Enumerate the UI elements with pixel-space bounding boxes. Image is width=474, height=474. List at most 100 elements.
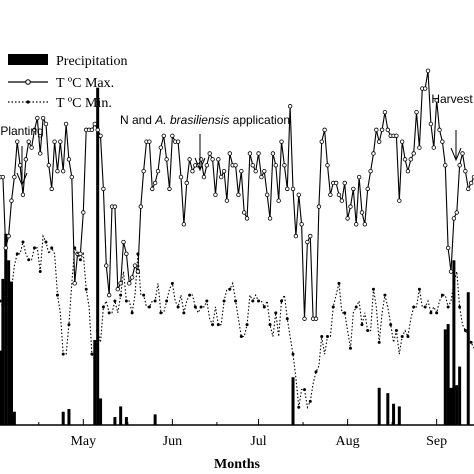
tmin-point bbox=[354, 305, 358, 309]
tmax-point bbox=[270, 151, 276, 156]
tmin-point bbox=[435, 311, 439, 315]
tmax-point bbox=[161, 133, 166, 138]
tmin-point bbox=[27, 258, 31, 262]
tmin-point bbox=[285, 317, 289, 321]
tmax-point bbox=[0, 174, 6, 180]
tmin-point bbox=[50, 246, 54, 250]
tmax-point bbox=[379, 127, 385, 133]
tmax-point bbox=[236, 192, 241, 197]
tmax-point bbox=[287, 104, 293, 109]
tmax-point bbox=[445, 245, 451, 251]
tmax-point bbox=[466, 186, 471, 192]
tmax-point bbox=[3, 245, 8, 251]
precipitation-bar bbox=[96, 87, 100, 425]
tmax-point bbox=[233, 163, 238, 168]
precipitation-bar bbox=[386, 393, 390, 425]
tmax-point bbox=[170, 133, 175, 138]
tmax-point bbox=[221, 168, 227, 174]
tmax-point bbox=[12, 174, 17, 180]
tmax-point bbox=[164, 157, 169, 162]
tmax-point bbox=[175, 139, 181, 144]
tmax-point bbox=[106, 292, 112, 298]
tmin-series bbox=[0, 234, 474, 410]
tmin-point bbox=[228, 287, 232, 291]
precipitation-bar bbox=[153, 414, 157, 425]
tmin-point bbox=[297, 405, 301, 409]
tmin-point bbox=[216, 323, 220, 327]
tmax-point bbox=[365, 186, 370, 192]
tmax-point bbox=[457, 163, 462, 168]
tmax-point bbox=[356, 174, 362, 180]
tmin-point bbox=[73, 246, 77, 250]
tmax-point bbox=[20, 192, 26, 197]
tmin-point bbox=[262, 305, 266, 309]
tmin-point bbox=[67, 323, 71, 327]
tmax-point bbox=[210, 157, 215, 162]
tmin-point bbox=[38, 270, 42, 274]
tmin-point bbox=[394, 329, 398, 333]
precipitation-bar bbox=[93, 340, 97, 425]
tmax-point bbox=[204, 163, 210, 168]
precipitation-bar bbox=[124, 417, 128, 425]
tmin-point bbox=[463, 329, 467, 333]
tmax-point bbox=[58, 139, 63, 144]
precipitation-bars bbox=[0, 87, 470, 425]
tmax-point bbox=[155, 168, 161, 174]
tmax-point bbox=[224, 198, 230, 203]
tmax-point bbox=[434, 98, 439, 103]
tmax-point bbox=[448, 269, 454, 274]
precipitation-bar bbox=[466, 292, 470, 425]
precipitation-bar bbox=[449, 387, 453, 425]
tmax-point bbox=[293, 233, 299, 239]
tmax-point bbox=[89, 127, 95, 133]
precipitation-bar bbox=[119, 406, 123, 425]
tmin-point bbox=[101, 305, 105, 309]
tmax-point bbox=[52, 139, 57, 144]
tmax-point bbox=[305, 239, 310, 245]
tmax-point bbox=[201, 174, 207, 180]
tmax-point bbox=[362, 222, 368, 227]
tmin-point bbox=[107, 311, 111, 315]
tmax-point bbox=[316, 204, 322, 209]
tmin-point bbox=[389, 323, 393, 327]
legend-label: T ºC Max. bbox=[56, 76, 114, 91]
tmax-point bbox=[104, 263, 109, 268]
tmin-point bbox=[377, 340, 381, 344]
tmin-point bbox=[130, 311, 134, 315]
tmax-point bbox=[26, 139, 31, 144]
tmin-point bbox=[124, 299, 128, 303]
tmax-point bbox=[342, 180, 347, 186]
tmax-point bbox=[333, 180, 339, 186]
tmax-point bbox=[279, 139, 284, 144]
tmin-point bbox=[205, 299, 209, 303]
tmax-point bbox=[313, 316, 319, 321]
tmax-point bbox=[328, 192, 333, 197]
tmax-point bbox=[40, 115, 46, 121]
tmin-point bbox=[119, 293, 123, 297]
tmax-point bbox=[405, 168, 411, 174]
tmin-point bbox=[78, 258, 82, 262]
tmax-point bbox=[408, 157, 413, 162]
tmax-point bbox=[66, 157, 72, 162]
x-tick-label: Aug bbox=[336, 434, 360, 449]
tmin-point bbox=[9, 287, 13, 291]
precipitation-bar bbox=[4, 233, 8, 425]
tmax-point bbox=[72, 281, 77, 286]
tmax-point bbox=[244, 216, 250, 221]
tmin-point bbox=[274, 311, 278, 315]
tmax-point bbox=[354, 222, 359, 227]
annotation-planting: Planting bbox=[0, 124, 43, 138]
tmax-point bbox=[46, 163, 52, 168]
tmax-point bbox=[63, 121, 69, 127]
tmax-point bbox=[216, 157, 221, 162]
tmax-point bbox=[359, 210, 365, 215]
tmax-point bbox=[437, 127, 442, 133]
tmin-point bbox=[325, 334, 329, 338]
tmin-point bbox=[268, 323, 272, 327]
tmax-point bbox=[422, 86, 428, 91]
tmax-point bbox=[98, 133, 103, 138]
tmin-point bbox=[239, 334, 243, 338]
tmin-point bbox=[423, 305, 427, 309]
tmax-point bbox=[81, 210, 86, 215]
precipitation-bar bbox=[446, 324, 450, 425]
